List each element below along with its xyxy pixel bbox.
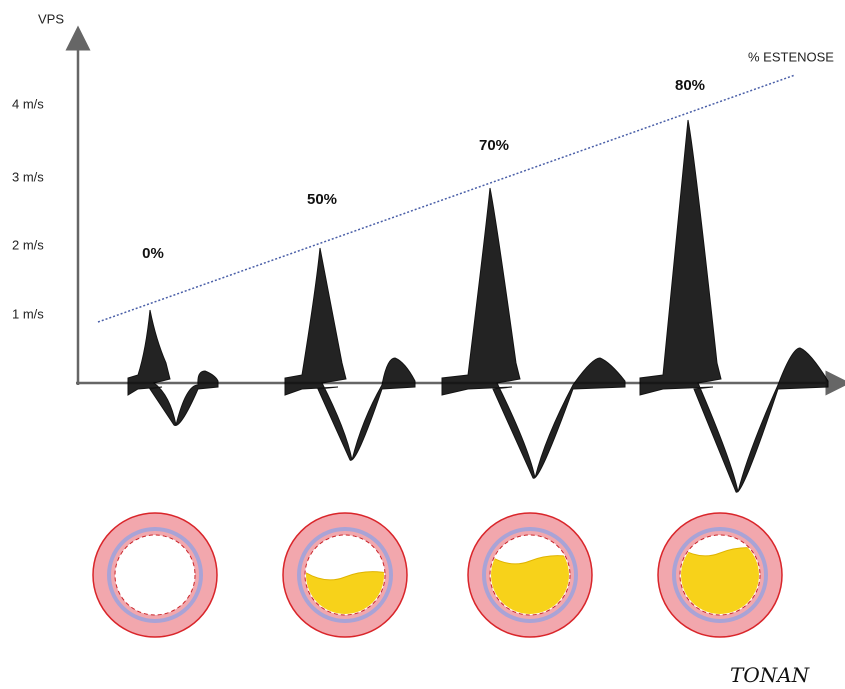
y-axis-label: VPS	[38, 11, 64, 26]
stenosis-label: 50%	[307, 191, 337, 208]
y-level: 3 m/s	[12, 169, 44, 184]
waveform	[285, 248, 415, 460]
y-level: 4 m/s	[12, 96, 44, 111]
vessel-lumen	[115, 535, 195, 615]
trend-label: % ESTENOSE	[748, 49, 834, 64]
waveform	[442, 188, 625, 478]
stenosis-label: 80%	[675, 77, 705, 94]
doppler-waveforms	[128, 120, 828, 492]
signature: TONAN	[730, 663, 811, 687]
illustration: VPS 4 m/s 3 m/s 2 m/s 1 m/s % ESTENOSE 0…	[0, 0, 845, 689]
vessel-sections	[93, 513, 782, 637]
y-level: 2 m/s	[12, 237, 44, 252]
stenosis-label: 70%	[479, 137, 509, 154]
waveform	[128, 310, 218, 426]
waveform	[640, 120, 828, 492]
y-level: 1 m/s	[12, 306, 44, 321]
stenosis-label: 0%	[142, 245, 164, 262]
